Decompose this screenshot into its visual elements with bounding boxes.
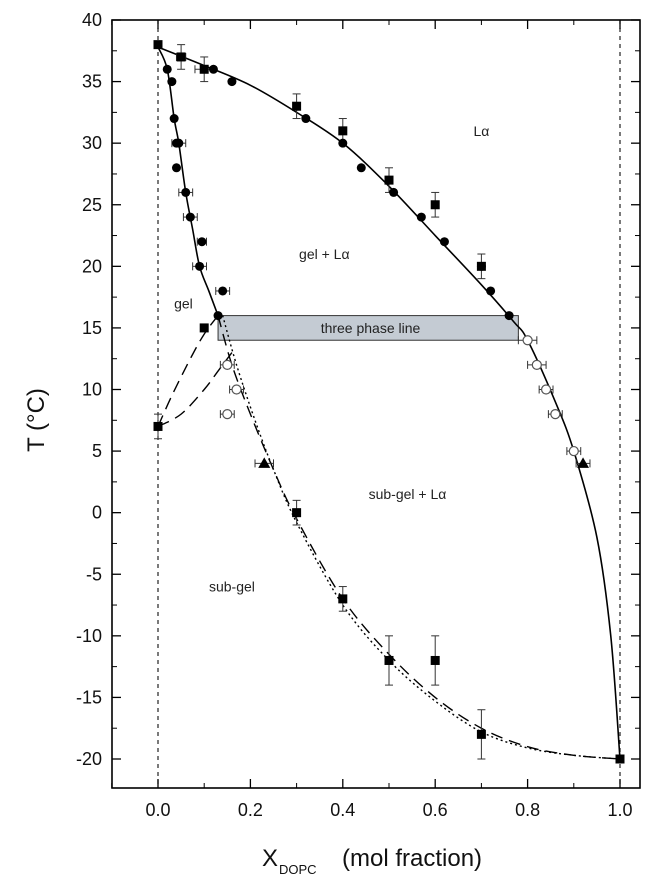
- data-point-circle-filled-10: [218, 286, 228, 296]
- data-point-triangle-filled-0: [258, 457, 271, 468]
- data-point-circle-filled-11: [213, 311, 223, 321]
- data-point-circle-filled-6: [181, 187, 191, 197]
- y-axis-title: T (°C): [23, 388, 50, 452]
- region-label-2: gel: [174, 295, 193, 311]
- phase-boundary-curve-4: [217, 315, 621, 760]
- data-point-circle-filled-22: [504, 311, 514, 321]
- data-point-square-filled-6: [430, 200, 440, 210]
- y-tick-label: 25: [82, 195, 102, 215]
- data-point-circle-open-1: [231, 384, 242, 395]
- x-axis-title-units: (mol fraction): [342, 845, 482, 872]
- three-phase-band: [217, 315, 519, 341]
- region-label-1: gel + Lα: [299, 246, 350, 262]
- data-point-circle-filled-14: [301, 114, 311, 124]
- x-tick-label: 0.2: [238, 800, 263, 820]
- data-point-circle-open-0: [222, 359, 233, 370]
- region-label-0: Lα: [473, 123, 489, 139]
- data-point-square-filled-12: [384, 655, 394, 665]
- data-point-square-filled-5: [384, 175, 394, 185]
- data-point-circle-filled-8: [197, 237, 207, 247]
- data-point-circle-filled-1: [167, 77, 177, 87]
- data-point-square-filled-3: [292, 101, 302, 111]
- data-point-square-filled-10: [292, 508, 302, 518]
- data-point-circle-filled-18: [416, 212, 426, 222]
- data-point-square-filled-0: [153, 40, 163, 50]
- data-point-circle-filled-19: [439, 237, 449, 247]
- reference-line-layer: [157, 20, 621, 788]
- data-point-circle-filled-4: [174, 138, 184, 148]
- data-point-square-filled-8: [199, 323, 209, 333]
- data-point-circle-filled-9: [195, 261, 205, 271]
- plot-frame: [111, 19, 641, 789]
- data-point-circle-filled-17: [389, 187, 399, 197]
- y-tick-label: -20: [76, 749, 102, 769]
- data-point-circle-open-6: [550, 409, 561, 420]
- y-tick-label: 15: [82, 318, 102, 338]
- phase-boundary-curve-3: [157, 315, 219, 427]
- x-tick-label: 0.8: [515, 800, 540, 820]
- data-point-square-filled-11: [338, 594, 348, 604]
- region-label-3: three phase line: [321, 320, 421, 336]
- y-tick-label: 20: [82, 256, 102, 276]
- data-point-circle-filled-16: [356, 163, 366, 173]
- data-point-layer: [153, 40, 625, 764]
- y-tick-label: 35: [82, 72, 102, 92]
- phase-boundary-curve-2: [157, 352, 233, 428]
- x-tick-label: 0.6: [423, 800, 448, 820]
- three-phase-band-layer: [217, 315, 519, 341]
- y-tick-label: 30: [82, 133, 102, 153]
- data-point-circle-filled-5: [171, 163, 181, 173]
- data-point-circle-open-5: [540, 384, 552, 395]
- y-tick-label: -5: [86, 564, 102, 584]
- x-tick-label: 1.0: [607, 800, 632, 820]
- region-label-4: sub-gel + Lα: [369, 486, 447, 502]
- y-tick-label: 10: [82, 380, 102, 400]
- data-point-square-filled-1: [176, 52, 186, 62]
- data-point-circle-filled-7: [185, 212, 195, 222]
- error-bar-layer: [154, 44, 591, 760]
- region-label-5: sub-gel: [209, 579, 255, 595]
- data-point-triangle-filled-1: [577, 457, 590, 468]
- phase-boundary-curve-0: [157, 46, 621, 760]
- axis-layer: -20 -15 -10 -5 0 5 10 15 20 25 30 35 40 0.0 0.2 0.4 0.6 0…: [76, 10, 641, 820]
- data-point-circle-filled-21: [486, 286, 496, 296]
- y-tick-label: -15: [76, 687, 102, 707]
- data-point-square-filled-14: [476, 729, 486, 739]
- data-point-square-filled-13: [430, 655, 440, 665]
- data-point-square-filled-15: [615, 754, 625, 764]
- y-tick-label: 0: [92, 503, 102, 523]
- y-tick-label: 40: [82, 10, 102, 30]
- data-point-square-filled-4: [338, 126, 348, 136]
- data-point-square-filled-2: [199, 64, 209, 74]
- data-point-circle-filled-12: [208, 64, 218, 74]
- x-axis-title: X: [262, 845, 278, 872]
- data-point-circle-open-4: [531, 359, 542, 370]
- data-point-square-filled-9: [153, 421, 163, 431]
- data-point-circle-filled-2: [169, 114, 179, 124]
- data-point-circle-filled-15: [338, 138, 348, 148]
- x-axis-title-subscript: DOPC: [279, 862, 317, 877]
- data-point-square-filled-7: [476, 261, 486, 271]
- y-tick-label: 5: [92, 441, 102, 461]
- annotation-layer: Lα gel + Lα gel three phase line sub-gel + L…: [174, 123, 489, 595]
- data-point-circle-filled-0: [162, 64, 172, 74]
- data-point-circle-open-3: [522, 335, 533, 346]
- data-point-circle-filled-13: [227, 77, 237, 87]
- data-point-circle-open-2: [222, 409, 233, 420]
- data-point-circle-open-7: [568, 445, 579, 457]
- x-tick-label: 0.4: [330, 800, 355, 820]
- x-tick-label: 0.0: [145, 800, 170, 820]
- y-tick-label: -10: [76, 626, 102, 646]
